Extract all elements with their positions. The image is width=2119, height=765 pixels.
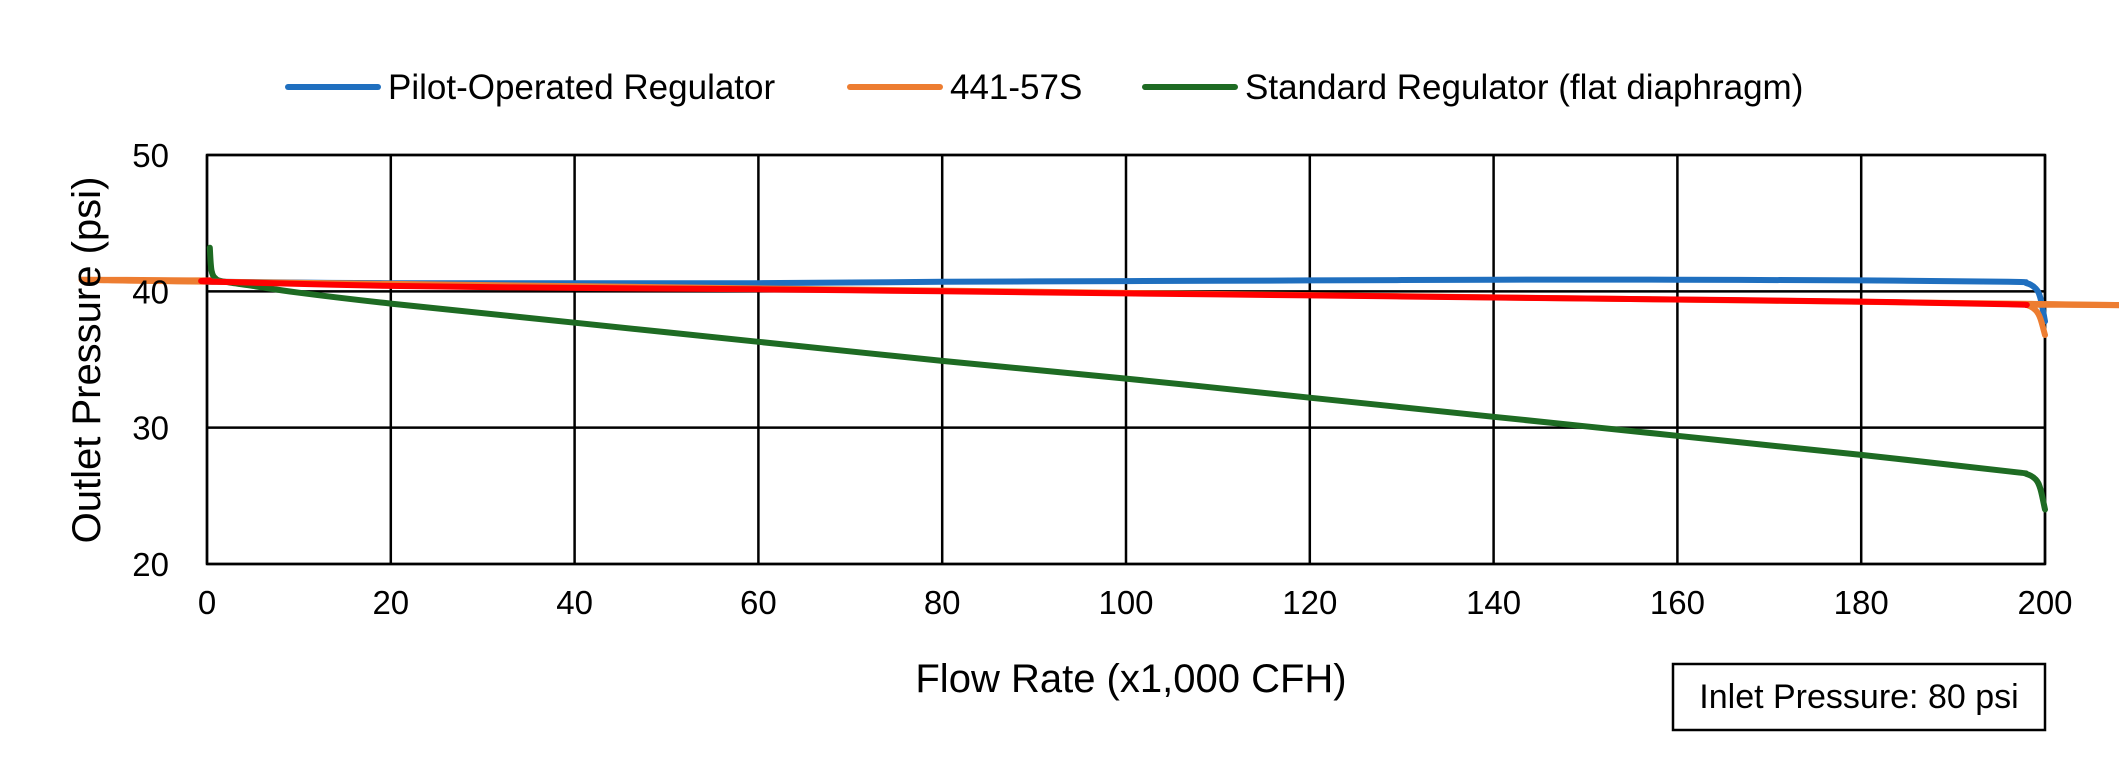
series-layer [78, 244, 2119, 513]
plot-grid [205, 153, 2047, 566]
y-tick-label: 30 [132, 410, 169, 447]
axis-ticks: 0 20 40 60 80 100 120 140 160 180 200 20 30 40 50 [132, 137, 2072, 621]
x-tick-label: 40 [556, 584, 593, 621]
x-tick-label: 120 [1282, 584, 1337, 621]
legend: Pilot-Operated Regulator 441-57S Standard … [285, 68, 1803, 107]
x-tick-label: 180 [1834, 584, 1889, 621]
x-tick-label: 200 [2017, 584, 2072, 621]
x-tick-label: 160 [1650, 584, 1705, 621]
series-line-series-4 [198, 277, 2030, 308]
y-tick-label: 50 [132, 137, 169, 174]
inlet-pressure-annotation: Inlet Pressure: 80 psi [1699, 678, 2018, 716]
y-tick-label: 40 [132, 273, 169, 310]
x-tick-label: 100 [1098, 584, 1153, 621]
x-tick-label: 80 [924, 584, 961, 621]
legend-label: Standard Regulator (flat diaphragm) [1245, 68, 1803, 107]
x-axis-title: Flow Rate (x1,000 CFH) [915, 657, 1346, 701]
x-tick-label: 140 [1466, 584, 1521, 621]
x-tick-label: 20 [372, 584, 409, 621]
plot-frame [205, 153, 2047, 566]
series-line-standard-regulator-flat-diaphragm [206, 244, 2048, 513]
y-axis-title: Outlet Pressure (psi) [65, 177, 109, 544]
x-tick-label: 60 [740, 584, 777, 621]
x-tick-label: 0 [198, 584, 216, 621]
annotation-box [1671, 662, 2047, 732]
legend-label: Pilot-Operated Regulator [388, 68, 775, 107]
legend-label: 441-57S [950, 68, 1082, 107]
y-tick-label: 20 [132, 546, 169, 583]
